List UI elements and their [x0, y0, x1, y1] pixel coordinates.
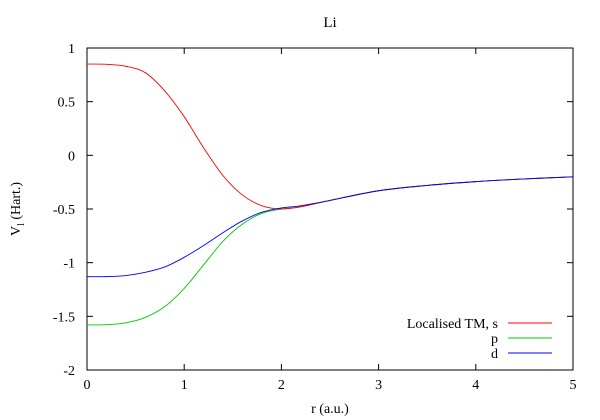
y-tick-label: -2: [63, 364, 75, 379]
y-axis: 1 0.5 0 -0.5 -1 -1.5 -2: [53, 42, 573, 379]
series-line-1: [86, 63, 574, 210]
x-tick-label: 0: [84, 378, 91, 393]
y-axis-label-unit: (Hart.): [9, 182, 24, 224]
series-line-2: [86, 176, 574, 326]
x-tick-label: 2: [278, 378, 285, 393]
y-tick-label: -1: [63, 257, 75, 272]
y-axis-label-main: V: [9, 226, 24, 236]
legend-label: Localised TM, s: [407, 317, 498, 332]
legend: Localised TM, spd: [407, 317, 552, 362]
series-line-3: [86, 176, 574, 278]
y-tick-label: 0.5: [58, 96, 76, 111]
y-tick-label: -1.5: [53, 310, 75, 325]
plot-area: [86, 47, 574, 371]
x-tick-label: 4: [472, 378, 479, 393]
y-tick-label: -0.5: [53, 203, 75, 218]
legend-label: d: [491, 347, 498, 362]
x-axis: 0 1 2 3 4 5: [84, 48, 577, 393]
x-tick-label: 1: [181, 378, 188, 393]
series-layer: [86, 63, 574, 326]
y-axis-label: Vl (Hart.): [9, 182, 27, 236]
y-tick-label: 1: [68, 42, 75, 57]
y-axis-label-subscript: l: [16, 223, 27, 226]
legend-label: p: [491, 332, 498, 347]
chart-title: Li: [323, 15, 336, 31]
x-axis-label: r (a.u.): [311, 402, 349, 417]
x-tick-label: 5: [570, 378, 577, 393]
x-tick-label: 3: [375, 378, 382, 393]
y-tick-label: 0: [68, 149, 75, 164]
